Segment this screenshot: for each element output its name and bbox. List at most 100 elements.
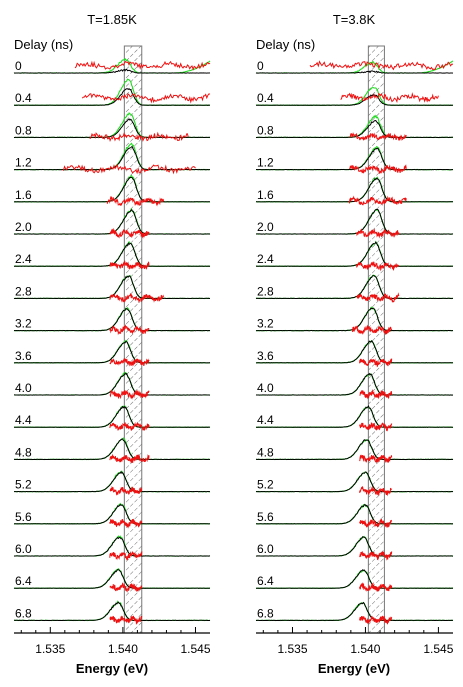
spectrum-row: 6.4 — [13, 567, 211, 593]
delay-label: 5.6 — [15, 510, 32, 524]
spectrum-row: 3.6 — [13, 339, 211, 367]
spectrum-row: 5.2 — [14, 470, 211, 496]
spectrum-row: 4.8 — [255, 439, 454, 464]
spectrum-row: 5.2 — [255, 471, 454, 497]
green-spectrum-line — [13, 567, 211, 589]
delay-label: 6.4 — [15, 574, 32, 588]
black-spectrum-line — [255, 70, 454, 74]
spectrum-row: 6.0 — [255, 535, 454, 561]
x-tick-label: 1.535 — [277, 642, 307, 656]
red-difference-line — [359, 388, 393, 400]
spectrum-row: 2.0 — [13, 207, 211, 239]
green-spectrum-line — [255, 60, 454, 74]
delay-label: 1.2 — [257, 156, 274, 170]
delay-label: 3.2 — [15, 317, 32, 331]
green-spectrum-line — [255, 503, 453, 525]
delay-label: 2.0 — [15, 220, 32, 234]
black-spectrum-line — [255, 439, 454, 461]
delay-label: 6.0 — [257, 542, 274, 556]
red-difference-line — [109, 582, 143, 593]
black-spectrum-line — [255, 601, 454, 622]
spectrum-row: 4.8 — [13, 437, 211, 464]
x-tick-label: 1.545 — [423, 642, 453, 656]
green-spectrum-line — [255, 145, 454, 171]
spectrum-row: 0 — [13, 57, 211, 74]
spectrum-row: 0 — [255, 59, 454, 74]
spectrum-row: 5.6 — [255, 503, 454, 528]
red-difference-line — [109, 293, 164, 304]
delay-label: 1.6 — [15, 188, 32, 202]
black-spectrum-line — [13, 68, 211, 74]
red-difference-line — [109, 227, 150, 239]
red-difference-line — [106, 195, 164, 207]
panel-right-title: T=3.8K — [333, 12, 376, 27]
black-spectrum-line — [13, 536, 211, 557]
green-spectrum-line — [255, 439, 453, 461]
delay-label: 4.0 — [15, 381, 32, 395]
delay-label: 4.8 — [15, 445, 32, 459]
black-spectrum-line — [255, 471, 454, 493]
black-spectrum-line — [256, 372, 454, 396]
delay-label: 1.2 — [15, 156, 32, 170]
red-difference-line — [359, 485, 392, 497]
black-spectrum-line — [13, 146, 210, 171]
green-spectrum-line — [255, 208, 454, 235]
x-axis — [14, 627, 210, 634]
green-spectrum-line — [13, 111, 211, 139]
black-spectrum-line — [14, 340, 211, 364]
x-axis-label: Energy (eV) — [318, 661, 390, 676]
red-difference-line — [348, 195, 407, 206]
black-spectrum-line — [14, 118, 211, 139]
black-spectrum-line — [13, 569, 211, 589]
black-spectrum-line — [14, 470, 210, 493]
black-spectrum-line — [13, 307, 211, 332]
red-difference-line — [109, 615, 143, 625]
green-spectrum-line — [255, 406, 454, 428]
black-spectrum-line — [255, 93, 454, 106]
spectrum-row: 0.4 — [255, 87, 454, 106]
panel-right-offset-label: Delay (ns) — [256, 37, 315, 52]
delay-label: 3.2 — [257, 317, 274, 331]
black-spectrum-line — [13, 405, 211, 428]
x-tick-label: 1.540 — [350, 642, 380, 656]
delay-label: 1.6 — [257, 188, 274, 202]
spectrum-row: 3.2 — [13, 306, 211, 336]
green-spectrum-line — [13, 78, 210, 106]
spectrum-row: 6.0 — [13, 535, 211, 561]
red-difference-line — [356, 228, 400, 239]
delay-label: 6.4 — [257, 574, 274, 588]
green-spectrum-line — [14, 142, 210, 171]
red-difference-line — [349, 164, 407, 174]
x-tick-label: 1.545 — [180, 642, 210, 656]
red-difference-line — [349, 132, 407, 142]
spectrum-row: 5.6 — [13, 502, 211, 529]
red-difference-line — [109, 551, 143, 561]
red-difference-line — [340, 92, 439, 103]
spectrum-row: 2.0 — [255, 208, 454, 239]
red-difference-line — [359, 551, 393, 561]
spectra-stack: 0 0.4 0.8 1.2 1.6 2.0 2.4 2.8 3.2 3.6 4.0 4.4 4.8 5.2… — [255, 59, 454, 625]
delay-label: 0.8 — [257, 123, 274, 137]
black-spectrum-line — [256, 504, 454, 525]
green-spectrum-line — [255, 274, 454, 300]
delay-label: 0.4 — [257, 91, 274, 105]
black-spectrum-line — [255, 275, 453, 300]
green-spectrum-line — [255, 340, 454, 364]
spectrum-row: 6.8 — [13, 600, 211, 625]
spectrum-row: 0.4 — [13, 78, 211, 106]
green-spectrum-line — [256, 602, 454, 622]
black-spectrum-line — [255, 405, 453, 428]
red-difference-line — [74, 60, 211, 71]
spectrum-row: 6.8 — [255, 601, 454, 625]
black-spectrum-line — [256, 339, 454, 364]
x-tick-label: 1.540 — [108, 642, 138, 656]
spectrum-row: 1.2 — [13, 142, 210, 175]
red-difference-line — [359, 582, 393, 592]
red-difference-line — [356, 292, 400, 303]
red-difference-line — [109, 357, 150, 367]
red-difference-line — [359, 422, 393, 432]
panel-left: T=1.85K Delay (ns) 0 0.4 0.8 1.2 1.6 2.0 2.4 2.… — [13, 12, 211, 676]
black-spectrum-line — [255, 241, 454, 267]
black-spectrum-line — [255, 569, 454, 589]
spectrum-row: 1.6 — [255, 176, 454, 206]
